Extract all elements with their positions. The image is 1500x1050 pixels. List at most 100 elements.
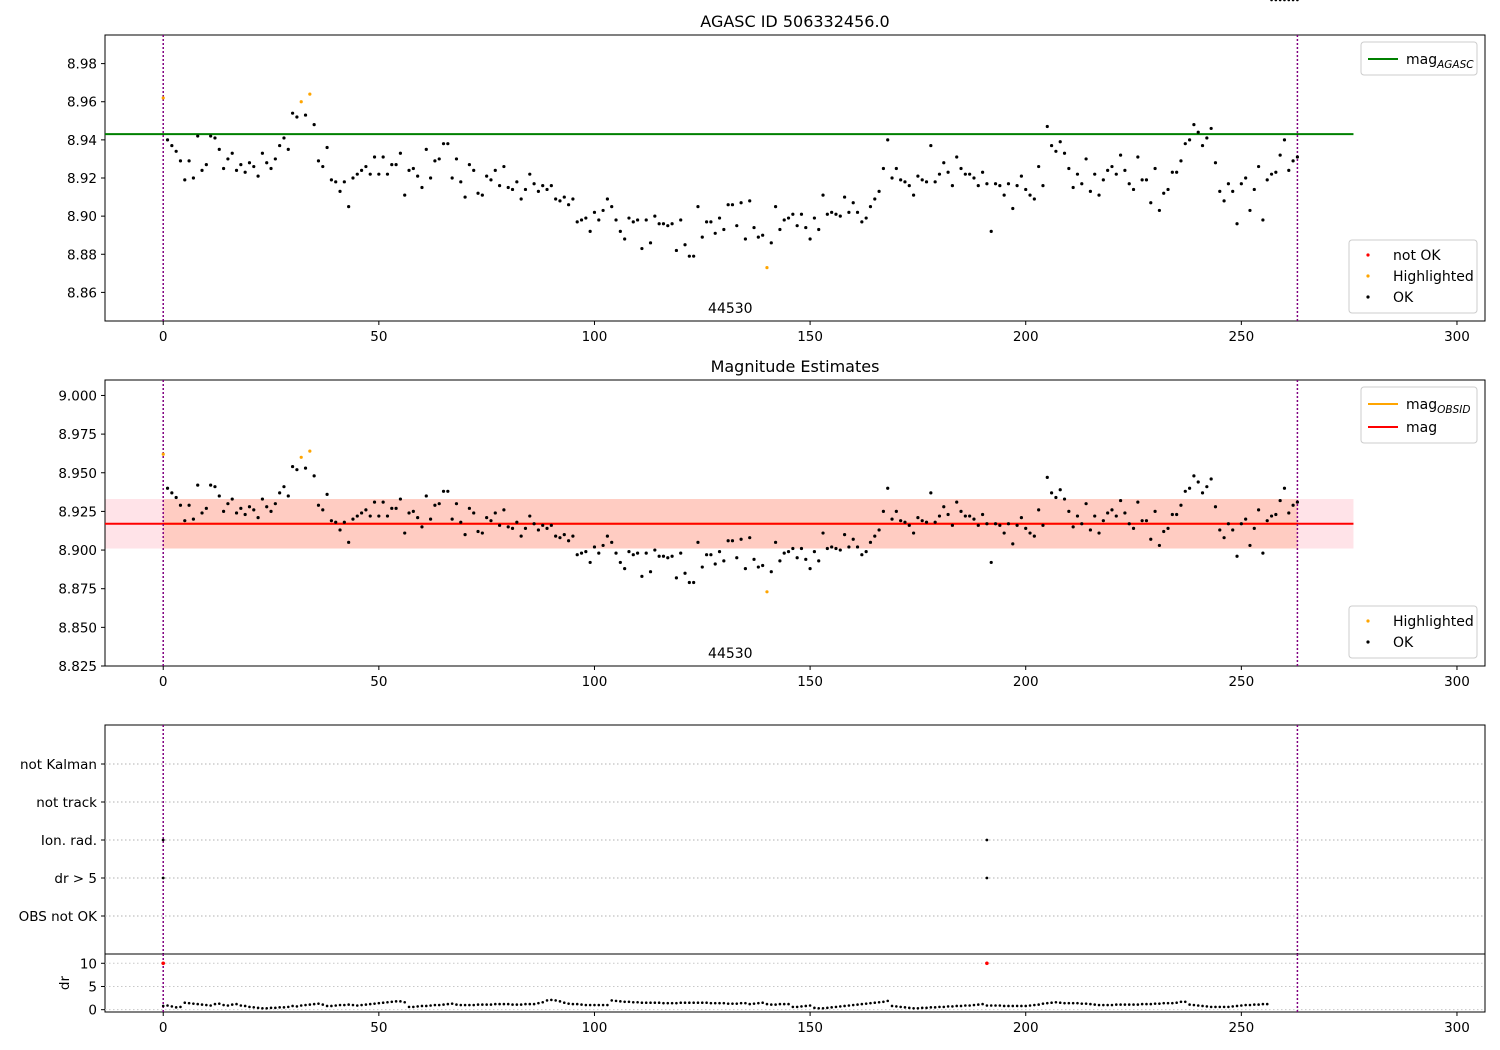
ok-point bbox=[696, 205, 700, 209]
ok-point bbox=[631, 553, 635, 557]
dr-point bbox=[442, 1003, 445, 1006]
ok-point bbox=[1127, 522, 1131, 526]
dr-point bbox=[286, 1005, 290, 1009]
dr-point bbox=[739, 1001, 743, 1005]
dr-point bbox=[657, 1001, 661, 1005]
dr-point bbox=[1196, 1004, 1200, 1007]
ok-point bbox=[329, 178, 334, 182]
ok-point bbox=[899, 178, 903, 182]
ok-point bbox=[454, 157, 459, 161]
ok-point bbox=[709, 220, 713, 224]
ok-point bbox=[696, 540, 700, 544]
dr-point bbox=[726, 1002, 730, 1005]
dr-point bbox=[463, 1003, 467, 1007]
ok-point bbox=[1002, 193, 1006, 197]
ok-point bbox=[890, 176, 894, 180]
dr-point bbox=[782, 1002, 786, 1006]
y-tick-label: 8.900 bbox=[58, 543, 97, 559]
ok-point bbox=[536, 189, 541, 193]
ok-point bbox=[791, 212, 795, 216]
ok-point bbox=[428, 517, 433, 521]
dr-point bbox=[972, 1003, 976, 1007]
ok-point bbox=[968, 514, 972, 518]
ok-point bbox=[847, 545, 851, 549]
ok-point bbox=[730, 539, 735, 543]
ok-point bbox=[907, 523, 911, 527]
ok-point bbox=[295, 115, 299, 119]
dr-point bbox=[248, 1005, 251, 1009]
ok-point bbox=[980, 170, 985, 174]
dr-point bbox=[205, 1003, 208, 1007]
dr-point bbox=[1287, 0, 1291, 2]
ok-point bbox=[433, 159, 437, 163]
ok-point bbox=[1175, 170, 1179, 174]
dr-point bbox=[675, 1001, 678, 1005]
ok-point bbox=[692, 254, 696, 258]
ok-point bbox=[170, 491, 174, 495]
ok-point bbox=[916, 515, 920, 520]
ok-point bbox=[541, 523, 545, 527]
dr-point bbox=[1214, 1005, 1217, 1009]
dr-point bbox=[1015, 1004, 1019, 1008]
dr-point bbox=[813, 1006, 816, 1010]
ok-point bbox=[170, 143, 174, 148]
ok-point bbox=[221, 166, 226, 171]
ok-point bbox=[1118, 498, 1123, 503]
ok-point bbox=[1287, 511, 1291, 515]
ok-point bbox=[286, 494, 290, 498]
x-tick-label: 250 bbox=[1228, 329, 1254, 345]
ok-point bbox=[204, 506, 208, 510]
ok-point bbox=[834, 212, 838, 216]
dr-point bbox=[1222, 1005, 1226, 1009]
ok-point bbox=[1209, 126, 1213, 131]
ok-point bbox=[610, 540, 614, 544]
ok-point bbox=[1075, 172, 1080, 176]
dr-point bbox=[851, 1003, 855, 1007]
ok-point bbox=[566, 539, 571, 543]
dr-point bbox=[1171, 1001, 1174, 1005]
ok-point bbox=[1235, 554, 1239, 558]
ok-point bbox=[459, 520, 463, 524]
dr-point bbox=[377, 1001, 381, 1005]
ok-point bbox=[929, 491, 933, 495]
ok-point bbox=[976, 184, 980, 188]
ok-point bbox=[372, 500, 377, 504]
ok-point bbox=[812, 216, 817, 220]
dr-point bbox=[1240, 1004, 1243, 1007]
ok-point bbox=[1088, 528, 1093, 532]
dr-point bbox=[437, 1003, 441, 1007]
dr-point bbox=[1020, 1004, 1023, 1008]
ok-point bbox=[321, 508, 325, 512]
ok-point bbox=[1101, 178, 1105, 182]
ok-point bbox=[247, 505, 252, 509]
dr-point bbox=[476, 1003, 480, 1006]
dr-point bbox=[804, 1004, 808, 1008]
ok-point bbox=[571, 534, 575, 538]
legend-label: not OK bbox=[1393, 248, 1441, 264]
dr-point bbox=[433, 1003, 437, 1007]
ok-point bbox=[1244, 517, 1248, 521]
ok-point bbox=[489, 178, 493, 182]
ok-point bbox=[1274, 512, 1278, 517]
ok-point bbox=[295, 468, 299, 472]
ok-point bbox=[476, 529, 480, 534]
dr-point bbox=[821, 1006, 825, 1010]
dr-point bbox=[252, 1006, 256, 1009]
ok-point bbox=[1282, 138, 1287, 142]
legend-label: Highlighted bbox=[1393, 614, 1474, 630]
x-tick-label: 300 bbox=[1444, 1020, 1470, 1036]
ok-point bbox=[855, 545, 860, 549]
ok-point bbox=[1067, 509, 1071, 514]
x-tick-label: 150 bbox=[797, 1020, 823, 1036]
dr-point bbox=[1136, 1003, 1140, 1006]
ok-point bbox=[1114, 514, 1118, 518]
ok-point bbox=[1136, 500, 1140, 504]
dr-axis-label: dr bbox=[57, 975, 73, 990]
ok-point bbox=[864, 216, 868, 220]
dr-point bbox=[1106, 1003, 1109, 1007]
ok-point bbox=[519, 534, 523, 538]
ok-point bbox=[1222, 199, 1226, 203]
ok-point bbox=[726, 203, 730, 207]
highlighted-point bbox=[765, 590, 769, 594]
ok-point bbox=[756, 235, 760, 239]
